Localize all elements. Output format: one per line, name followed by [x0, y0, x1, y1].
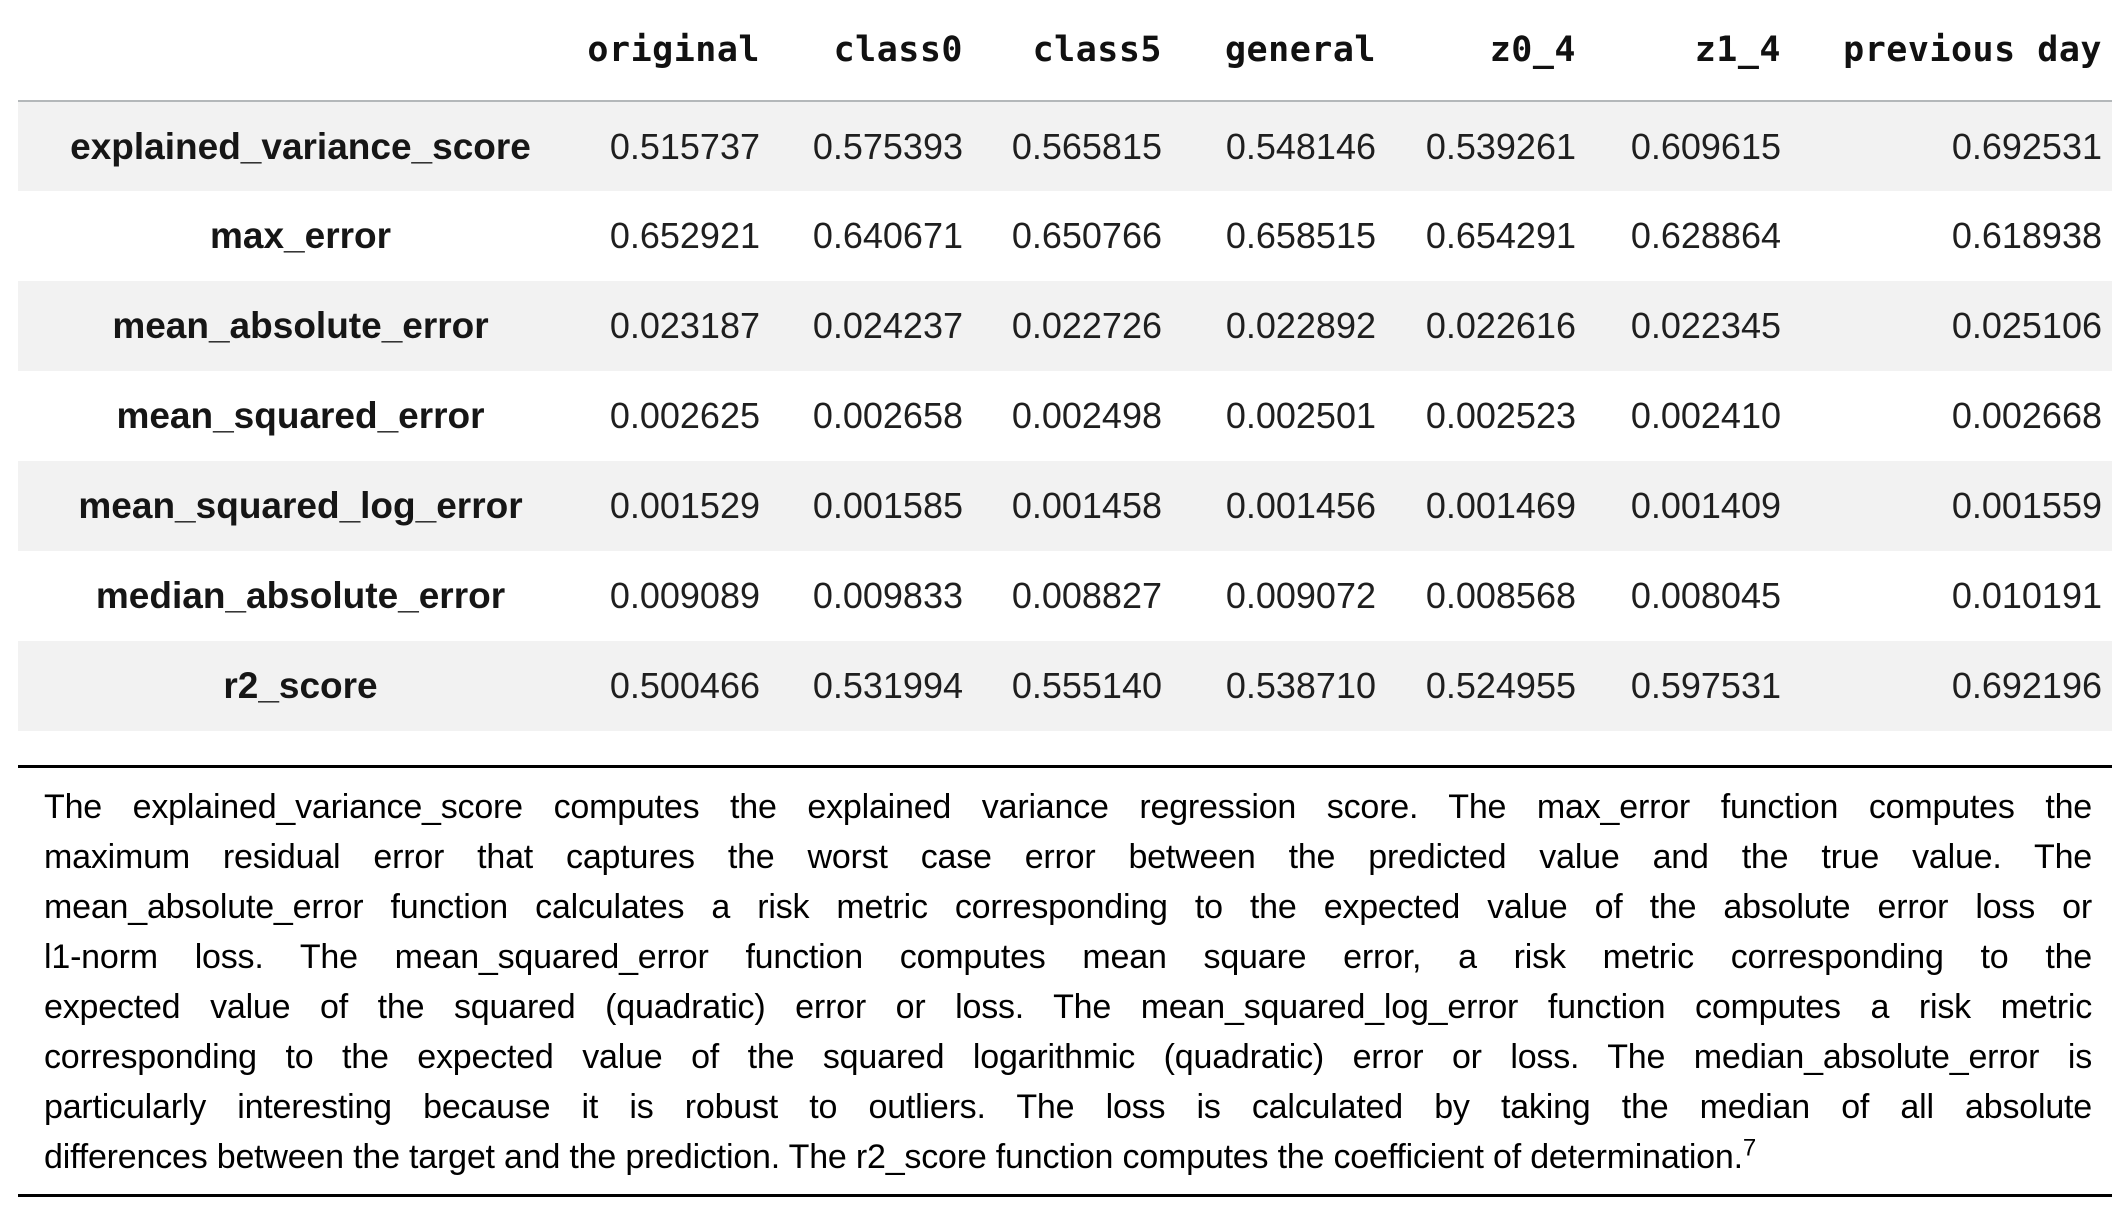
row-label: mean_squared_log_error	[78, 485, 523, 526]
metric-value-cell: 0.652921	[609, 215, 760, 256]
metric-value-cell: 0.001559	[1951, 485, 2102, 526]
metric-value-cell: 0.500466	[609, 665, 760, 706]
row-label: explained_variance_score	[70, 125, 531, 167]
metric-value-cell: 0.001456	[1225, 485, 1376, 526]
metric-value-cell: 0.022616	[1425, 305, 1576, 346]
metric-value-cell: 0.650766	[1011, 215, 1162, 256]
metric-value-cell: 0.001469	[1425, 485, 1576, 526]
table-body: explained_variance_score 0.515737 0.575393…	[18, 101, 2112, 731]
paragraph-line-text: The explained_variance_score computes th…	[44, 788, 2092, 826]
metric-value-cell: 0.002498	[1011, 395, 1162, 436]
metric-value-cell: 0.025106	[1951, 305, 2102, 346]
column-header: z1_4	[1694, 30, 1781, 70]
table-row: explained_variance_score 0.515737 0.575393…	[18, 101, 2112, 191]
metric-value-cell: 0.609615	[1630, 125, 1781, 167]
metric-value-cell: 0.539261	[1425, 125, 1576, 167]
metric-value-cell: 0.001585	[812, 485, 963, 526]
metric-value-cell: 0.628864	[1630, 215, 1781, 256]
metric-value-cell: 0.009072	[1225, 575, 1376, 616]
column-header: class5	[1032, 30, 1162, 70]
paragraph-line-text: corresponding to the expected value of t…	[44, 1038, 2092, 1076]
metric-value-cell: 0.009833	[812, 575, 963, 616]
table-row: max_error 0.652921 0.640671 0.650766 0.65851…	[18, 191, 2112, 281]
metric-value-cell: 0.008827	[1011, 575, 1162, 616]
metric-value-cell: 0.575393	[812, 125, 963, 167]
footnote-marker: 7	[1742, 1134, 1757, 1162]
table-row: mean_squared_error 0.002625 0.002658 0.0024…	[18, 371, 2112, 461]
table-row: mean_absolute_error 0.023187 0.024237 0.022…	[18, 281, 2112, 371]
metric-value-cell: 0.515737	[609, 125, 760, 167]
metric-value-cell: 0.008568	[1425, 575, 1576, 616]
metric-value-cell: 0.640671	[812, 215, 963, 256]
row-label: mean_absolute_error	[112, 305, 489, 346]
table-header-row: original class0 class5 general z0_4 z1_4 previ…	[18, 0, 2112, 101]
metric-value-cell: 0.024237	[812, 305, 963, 346]
row-label: median_absolute_error	[95, 575, 506, 616]
paragraph-line-text: particularly interesting because it is r…	[44, 1088, 2092, 1126]
metric-value-cell: 0.565815	[1011, 125, 1162, 167]
paragraph-line: expected value of the squared (quadratic…	[44, 982, 2092, 1032]
metric-value-cell: 0.002625	[609, 395, 760, 436]
metric-value-cell: 0.538710	[1225, 665, 1376, 706]
metric-value-cell: 0.618938	[1951, 215, 2102, 256]
paragraph-line-text: expected value of the squared (quadratic…	[44, 988, 2092, 1026]
metric-value-cell: 0.692196	[1951, 665, 2102, 706]
metric-value-cell: 0.002523	[1425, 395, 1576, 436]
paragraph-line: l1-norm loss. The mean_squared_error fun…	[44, 932, 2092, 982]
column-header: previous day	[1843, 30, 2102, 70]
metric-value-cell: 0.001529	[609, 485, 760, 526]
metric-value-cell: 0.531994	[812, 665, 963, 706]
metric-value-cell: 0.001409	[1630, 485, 1781, 526]
paragraph-line-text: mean_absolute_error function calculates …	[44, 888, 2092, 926]
metric-value-cell: 0.002501	[1225, 395, 1376, 436]
metric-value-cell: 0.654291	[1425, 215, 1576, 256]
metric-value-cell: 0.002410	[1630, 395, 1781, 436]
paragraph-line: particularly interesting because it is r…	[44, 1082, 2092, 1132]
metric-value-cell: 0.022345	[1630, 305, 1781, 346]
metric-value-cell: 0.002668	[1951, 395, 2102, 436]
metric-value-cell: 0.008045	[1630, 575, 1781, 616]
row-label: max_error	[209, 215, 391, 256]
metric-value-cell: 0.524955	[1425, 665, 1576, 706]
column-header: class0	[833, 30, 963, 70]
metric-value-cell: 0.692531	[1951, 125, 2102, 167]
metric-value-cell: 0.023187	[609, 305, 760, 346]
metric-value-cell: 0.001458	[1011, 485, 1162, 526]
paragraph-line-text: l1-norm loss. The mean_squared_error fun…	[44, 938, 2092, 976]
paragraph-line: mean_absolute_error function calculates …	[44, 882, 2092, 932]
metric-value-cell: 0.658515	[1225, 215, 1376, 256]
column-header: original	[587, 30, 760, 70]
table-row: mean_squared_log_error 0.001529 0.001585 0.…	[18, 461, 2112, 551]
paragraph-line: The explained_variance_score computes th…	[44, 782, 2092, 832]
metric-value-cell: 0.002658	[812, 395, 963, 436]
column-header: z0_4	[1489, 30, 1576, 70]
metric-value-cell: 0.555140	[1011, 665, 1162, 706]
metric-value-cell: 0.022892	[1225, 305, 1376, 346]
paragraph-line-text: maximum residual error that captures the…	[44, 838, 2092, 876]
paragraph-line: maximum residual error that captures the…	[44, 832, 2092, 882]
row-label: mean_squared_error	[116, 395, 485, 436]
metrics-table: original class0 class5 general z0_4 z1_4 previ…	[18, 0, 2112, 731]
paragraph-line-text: differences between the target and the p…	[44, 1138, 1743, 1176]
table-row: median_absolute_error 0.009089 0.009833 0.0…	[18, 551, 2112, 641]
table-row: r2_score 0.500466 0.531994 0.555140 0.538710…	[18, 641, 2112, 731]
index-header-cell	[18, 0, 583, 101]
row-label: r2_score	[223, 665, 378, 706]
column-header: general	[1224, 30, 1376, 70]
metric-value-cell: 0.009089	[609, 575, 760, 616]
metric-value-cell: 0.548146	[1225, 125, 1376, 167]
paragraph-line: differences between the target and the p…	[44, 1132, 2092, 1182]
description-paragraph: The explained_variance_score computes th…	[18, 765, 2112, 1197]
paragraph-line: corresponding to the expected value of t…	[44, 1032, 2092, 1082]
metric-value-cell: 0.597531	[1630, 665, 1781, 706]
metric-value-cell: 0.022726	[1011, 305, 1162, 346]
metric-value-cell: 0.010191	[1951, 575, 2102, 616]
